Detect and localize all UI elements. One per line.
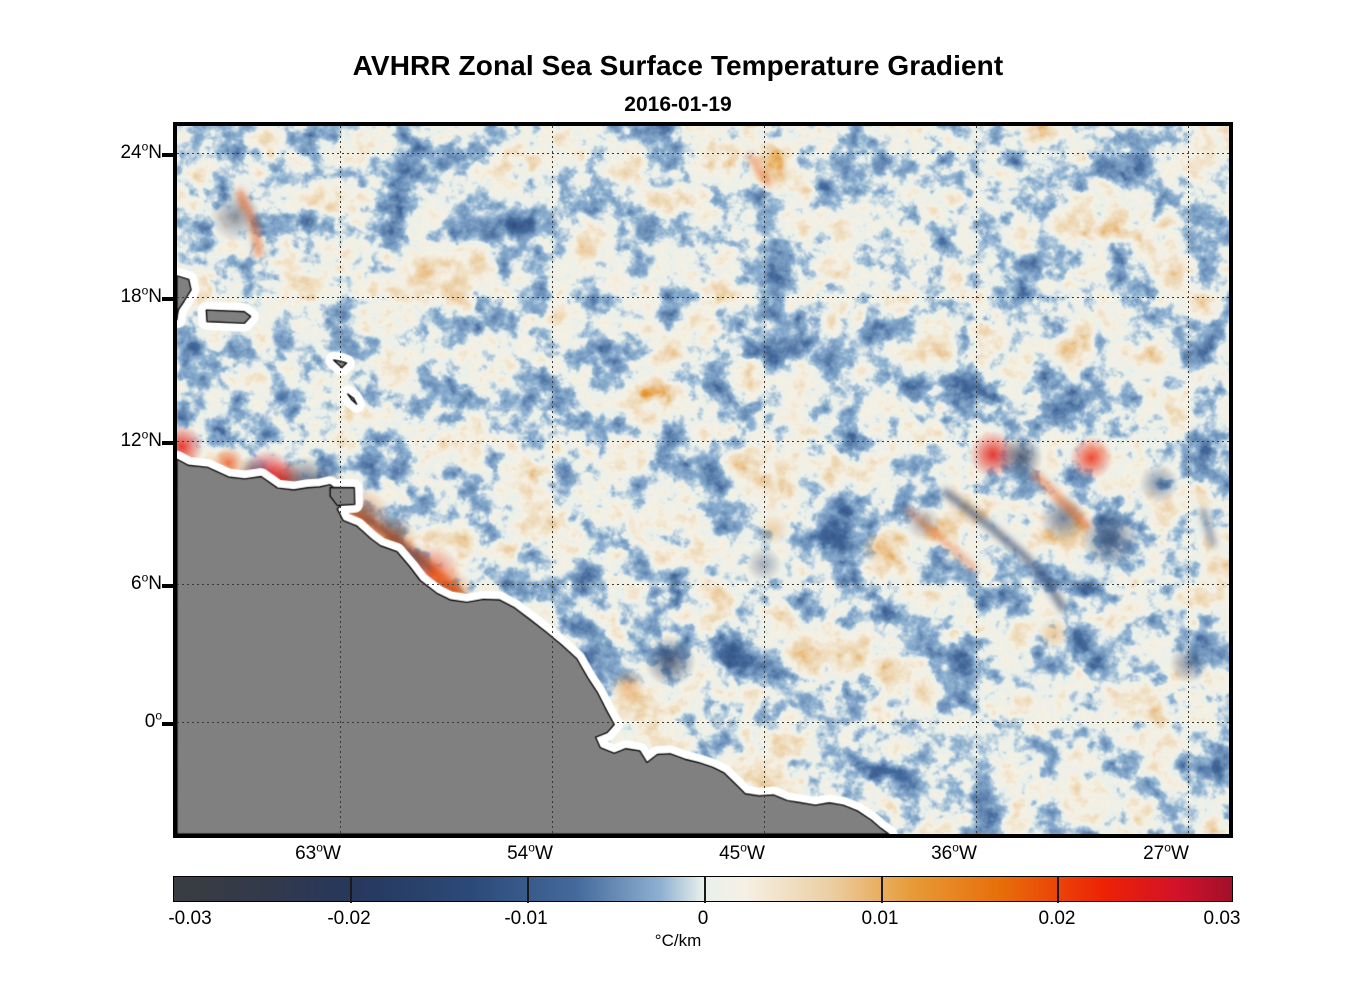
sst-gradient-field	[177, 126, 1229, 834]
ytick-label-24n: 24oN	[120, 139, 162, 163]
ytick-mark	[162, 153, 173, 157]
xtick-label-54w: 54oW	[507, 840, 553, 864]
colorbar-unit-label: °C/km	[654, 931, 702, 950]
colorbar-label-n002: -0.02	[327, 908, 371, 929]
colorbar-label-zero: 0	[697, 908, 709, 929]
colorbar-tick	[1057, 877, 1059, 903]
colorbar-tick	[881, 877, 883, 903]
colorbar-tick	[527, 877, 529, 903]
colorbar-label-p002: 0.02	[1038, 908, 1076, 929]
colorbar-tick	[350, 877, 352, 903]
xtick-label-27w: 27oW	[1143, 840, 1189, 864]
chart-title: AVHRR Zonal Sea Surface Temperature Grad…	[352, 50, 1004, 81]
chart-subtitle: 2016-01-19	[624, 93, 732, 116]
ytick-label-18n: 18oN	[120, 283, 162, 307]
xtick-label-36w: 36oW	[931, 840, 977, 864]
colorbar[interactable]	[173, 876, 1233, 903]
ytick-mark	[162, 441, 173, 445]
ytick-mark	[162, 722, 173, 726]
xtick-label-63w: 63oW	[295, 840, 341, 864]
colorbar-label-n001: -0.01	[504, 908, 548, 929]
ytick-mark	[162, 584, 173, 588]
ytick-mark	[162, 297, 173, 301]
colorbar-label-max: 0.03	[1203, 908, 1241, 929]
colorbar-label-min: -0.03	[168, 908, 212, 929]
ytick-label-6n: 6oN	[131, 570, 162, 594]
colorbar-tick	[704, 877, 706, 903]
map-plot-area[interactable]	[173, 122, 1233, 838]
ytick-label-12n: 12oN	[120, 427, 162, 451]
ytick-label-0: 0o	[144, 708, 162, 732]
colorbar-label-p001: 0.01	[861, 908, 899, 929]
xtick-label-45w: 45oW	[719, 840, 765, 864]
